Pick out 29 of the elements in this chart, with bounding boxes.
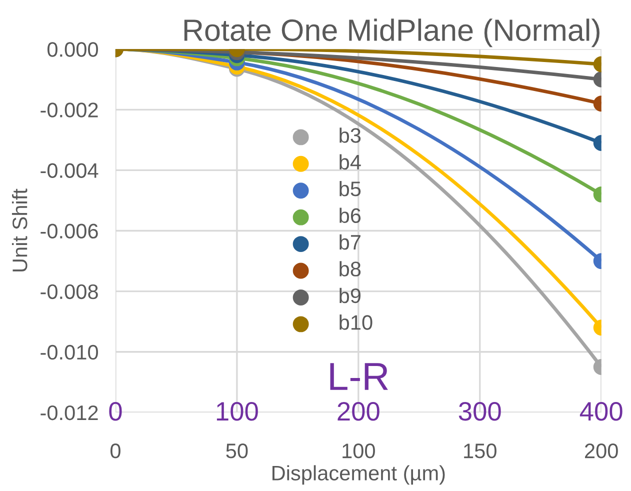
- y-tick-label: -0.012: [40, 405, 98, 420]
- x2-tick-label: 200: [338, 402, 380, 421]
- chart-title: Rotate One MidPlane (Normal): [184, 18, 600, 48]
- legend-label: b4: [340, 154, 361, 170]
- legend-label: b3: [340, 128, 361, 143]
- y-tick-label: -0.002: [40, 102, 98, 118]
- y-tick-label: 0.000: [47, 42, 98, 57]
- y-tick-label: -0.006: [40, 224, 98, 239]
- x-tick-label: 0: [110, 444, 120, 458]
- x-tick-label: 50: [226, 444, 248, 458]
- x2-tick-label: 400: [580, 402, 622, 421]
- x-tick-label: 100: [342, 444, 375, 458]
- y-tick-label: -0.010: [40, 344, 98, 360]
- legend-label: b5: [340, 180, 361, 196]
- x2-tick-label: 300: [458, 402, 501, 421]
- legend-label: b10: [340, 314, 372, 330]
- x-axis-title: Displacement (µm): [272, 465, 445, 485]
- legend-label: b6: [340, 208, 361, 224]
- legend-label: b8: [340, 261, 361, 276]
- x-tick-label: 150: [464, 444, 496, 458]
- x2-tick-label: 100: [216, 402, 258, 421]
- y-tick-label: -0.008: [40, 284, 98, 300]
- y-axis-title: Unit Shift: [12, 188, 28, 272]
- legend-label: b7: [340, 234, 360, 250]
- x-tick-label: 200: [585, 444, 618, 458]
- x2-tick-label: 0: [109, 402, 122, 421]
- legend-label: b9: [340, 288, 361, 304]
- y-tick-label: -0.004: [40, 163, 98, 178]
- annotation: L-R: [330, 363, 388, 390]
